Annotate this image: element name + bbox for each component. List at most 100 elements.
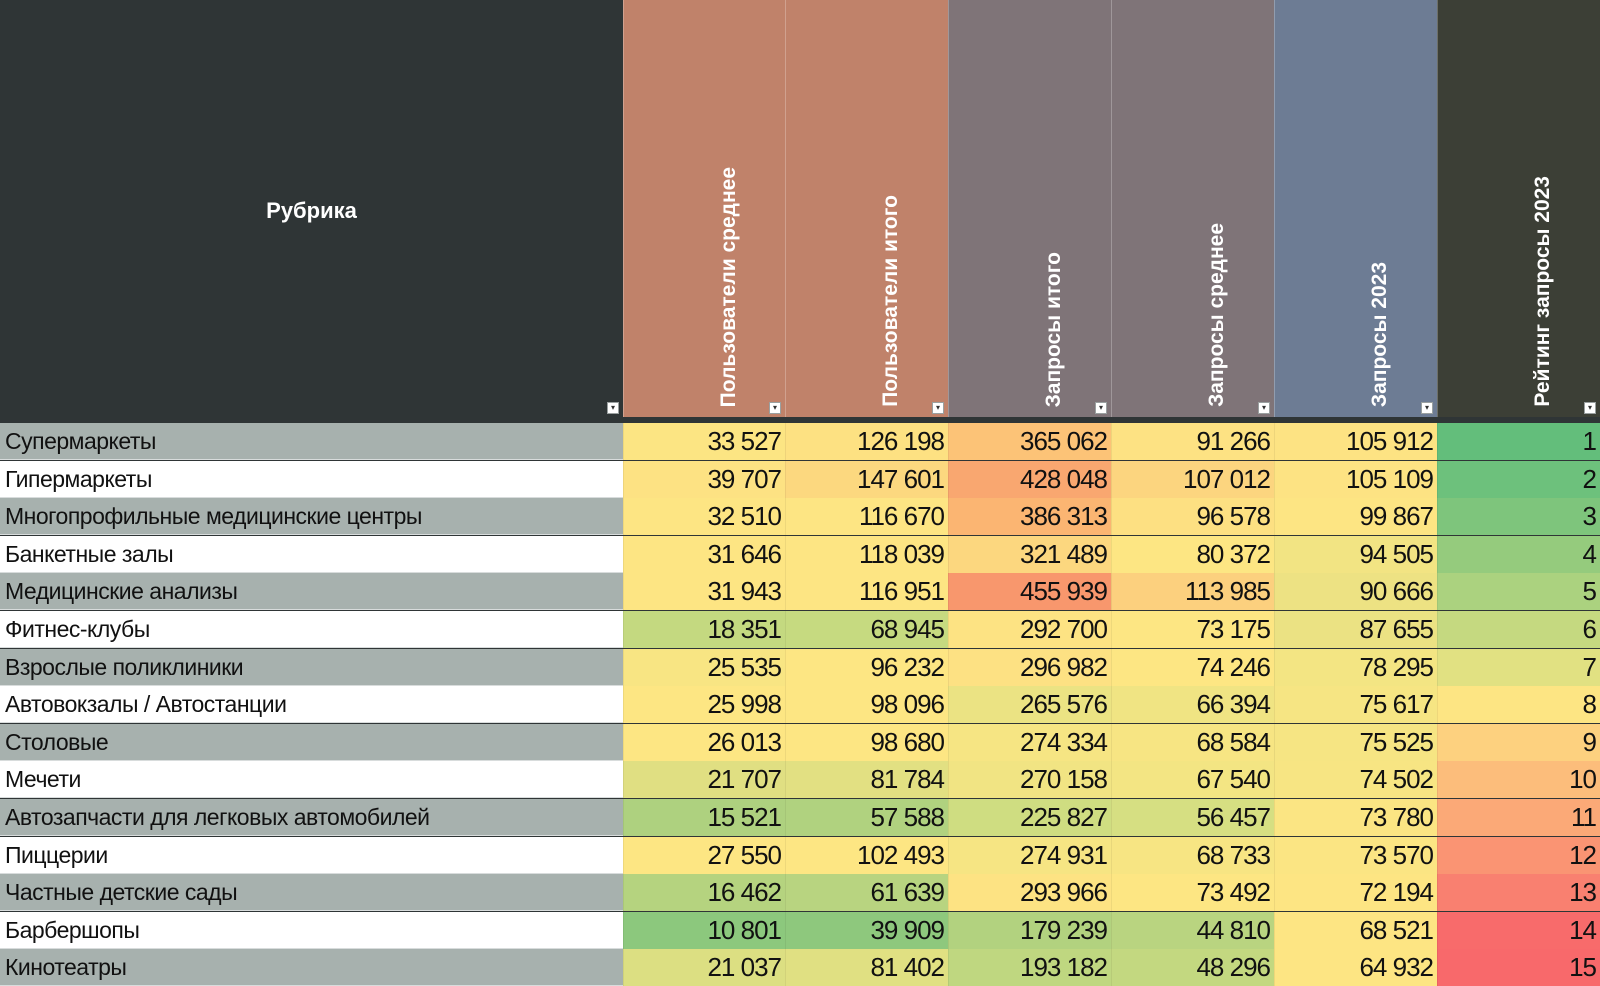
row-rubric-cell[interactable]: Медицинские анализы — [0, 573, 623, 611]
filter-dropdown-icon[interactable]: ▾ — [1584, 402, 1596, 414]
cell-rank_2023[interactable]: 11 — [1437, 799, 1600, 836]
row-rubric-cell[interactable]: Столовые — [0, 723, 623, 761]
cell-req_2023[interactable]: 105 912 — [1274, 423, 1437, 460]
cell-req_2023[interactable]: 87 655 — [1274, 611, 1437, 648]
cell-rank_2023[interactable]: 10 — [1437, 761, 1600, 799]
cell-req_2023[interactable]: 64 932 — [1274, 949, 1437, 986]
cell-req_2023[interactable]: 68 521 — [1274, 911, 1437, 949]
cell-users_avg[interactable]: 16 462 — [623, 874, 785, 912]
cell-req_total[interactable]: 274 334 — [948, 723, 1111, 761]
header-col-rank_2023[interactable]: Рейтинг запросы 2023 ▾ — [1437, 0, 1600, 417]
filter-dropdown-icon[interactable]: ▾ — [1095, 402, 1107, 414]
row-rubric-cell[interactable]: Фитнес-клубы — [0, 611, 623, 648]
cell-users_total[interactable]: 81 784 — [785, 761, 948, 799]
cell-rank_2023[interactable]: 7 — [1437, 648, 1600, 686]
cell-req_avg[interactable]: 56 457 — [1111, 799, 1274, 836]
cell-req_2023[interactable]: 75 525 — [1274, 723, 1437, 761]
cell-req_avg[interactable]: 74 246 — [1111, 648, 1274, 686]
cell-users_avg[interactable]: 15 521 — [623, 799, 785, 836]
cell-req_total[interactable]: 428 048 — [948, 460, 1111, 498]
cell-users_avg[interactable]: 26 013 — [623, 723, 785, 761]
cell-rank_2023[interactable]: 12 — [1437, 836, 1600, 874]
cell-req_2023[interactable]: 78 295 — [1274, 648, 1437, 686]
cell-req_2023[interactable]: 75 617 — [1274, 686, 1437, 724]
cell-users_avg[interactable]: 31 943 — [623, 573, 785, 611]
cell-req_avg[interactable]: 73 175 — [1111, 611, 1274, 648]
cell-users_total[interactable]: 116 670 — [785, 498, 948, 536]
cell-users_avg[interactable]: 33 527 — [623, 423, 785, 460]
cell-users_total[interactable]: 68 945 — [785, 611, 948, 648]
cell-req_total[interactable]: 225 827 — [948, 799, 1111, 836]
row-rubric-cell[interactable]: Гипермаркеты — [0, 460, 623, 498]
cell-users_avg[interactable]: 10 801 — [623, 911, 785, 949]
cell-rank_2023[interactable]: 5 — [1437, 573, 1600, 611]
cell-users_avg[interactable]: 25 998 — [623, 686, 785, 724]
cell-users_total[interactable]: 102 493 — [785, 836, 948, 874]
filter-dropdown-icon[interactable]: ▾ — [1421, 402, 1433, 414]
cell-rank_2023[interactable]: 9 — [1437, 723, 1600, 761]
row-rubric-cell[interactable]: Барбершопы — [0, 911, 623, 949]
cell-req_total[interactable]: 265 576 — [948, 686, 1111, 724]
cell-req_2023[interactable]: 74 502 — [1274, 761, 1437, 799]
cell-users_total[interactable]: 118 039 — [785, 535, 948, 573]
cell-req_total[interactable]: 296 982 — [948, 648, 1111, 686]
cell-users_avg[interactable]: 31 646 — [623, 535, 785, 573]
cell-req_avg[interactable]: 91 266 — [1111, 423, 1274, 460]
cell-users_avg[interactable]: 39 707 — [623, 460, 785, 498]
cell-rank_2023[interactable]: 13 — [1437, 874, 1600, 912]
cell-req_avg[interactable]: 68 733 — [1111, 836, 1274, 874]
cell-users_total[interactable]: 147 601 — [785, 460, 948, 498]
cell-rank_2023[interactable]: 1 — [1437, 423, 1600, 460]
cell-req_total[interactable]: 179 239 — [948, 911, 1111, 949]
cell-req_total[interactable]: 365 062 — [948, 423, 1111, 460]
header-col-req_total[interactable]: Запросы итого ▾ — [948, 0, 1111, 417]
row-rubric-cell[interactable]: Автозапчасти для легковых автомобилей — [0, 799, 623, 836]
cell-req_avg[interactable]: 80 372 — [1111, 535, 1274, 573]
row-rubric-cell[interactable]: Многопрофильные медицинские центры — [0, 498, 623, 536]
header-col-req_avg[interactable]: Запросы среднее ▾ — [1111, 0, 1274, 417]
cell-req_total[interactable]: 193 182 — [948, 949, 1111, 986]
cell-users_avg[interactable]: 25 535 — [623, 648, 785, 686]
cell-users_total[interactable]: 126 198 — [785, 423, 948, 460]
cell-req_avg[interactable]: 113 985 — [1111, 573, 1274, 611]
cell-req_avg[interactable]: 48 296 — [1111, 949, 1274, 986]
cell-req_avg[interactable]: 67 540 — [1111, 761, 1274, 799]
cell-rank_2023[interactable]: 14 — [1437, 911, 1600, 949]
cell-req_2023[interactable]: 99 867 — [1274, 498, 1437, 536]
cell-req_avg[interactable]: 73 492 — [1111, 874, 1274, 912]
cell-users_avg[interactable]: 18 351 — [623, 611, 785, 648]
row-rubric-cell[interactable]: Банкетные залы — [0, 535, 623, 573]
filter-dropdown-icon[interactable]: ▾ — [932, 402, 944, 414]
cell-users_avg[interactable]: 21 707 — [623, 761, 785, 799]
cell-req_2023[interactable]: 105 109 — [1274, 460, 1437, 498]
cell-req_total[interactable]: 270 158 — [948, 761, 1111, 799]
cell-req_total[interactable]: 292 700 — [948, 611, 1111, 648]
cell-rank_2023[interactable]: 15 — [1437, 949, 1600, 986]
cell-rank_2023[interactable]: 6 — [1437, 611, 1600, 648]
cell-req_2023[interactable]: 73 570 — [1274, 836, 1437, 874]
header-col-users_total[interactable]: Пользователи итого ▾ — [785, 0, 948, 417]
cell-users_total[interactable]: 81 402 — [785, 949, 948, 986]
cell-rank_2023[interactable]: 2 — [1437, 460, 1600, 498]
cell-req_avg[interactable]: 96 578 — [1111, 498, 1274, 536]
cell-users_avg[interactable]: 27 550 — [623, 836, 785, 874]
header-col-req_2023[interactable]: Запросы 2023 ▾ — [1274, 0, 1437, 417]
cell-rank_2023[interactable]: 4 — [1437, 535, 1600, 573]
cell-users_total[interactable]: 116 951 — [785, 573, 948, 611]
cell-req_avg[interactable]: 68 584 — [1111, 723, 1274, 761]
cell-req_2023[interactable]: 90 666 — [1274, 573, 1437, 611]
cell-users_avg[interactable]: 32 510 — [623, 498, 785, 536]
row-rubric-cell[interactable]: Автовокзалы / Автостанции — [0, 686, 623, 724]
cell-req_2023[interactable]: 94 505 — [1274, 535, 1437, 573]
cell-req_total[interactable]: 274 931 — [948, 836, 1111, 874]
cell-req_avg[interactable]: 107 012 — [1111, 460, 1274, 498]
row-rubric-cell[interactable]: Мечети — [0, 761, 623, 799]
row-rubric-cell[interactable]: Взрослые поликлиники — [0, 648, 623, 686]
header-col-users_avg[interactable]: Пользователи среднее ▾ — [623, 0, 785, 417]
filter-dropdown-icon[interactable]: ▾ — [1258, 402, 1270, 414]
row-rubric-cell[interactable]: Кинотеатры — [0, 949, 623, 986]
cell-users_total[interactable]: 98 096 — [785, 686, 948, 724]
header-rubric[interactable]: Рубрика ▾ — [0, 0, 623, 417]
cell-req_total[interactable]: 455 939 — [948, 573, 1111, 611]
cell-rank_2023[interactable]: 3 — [1437, 498, 1600, 536]
